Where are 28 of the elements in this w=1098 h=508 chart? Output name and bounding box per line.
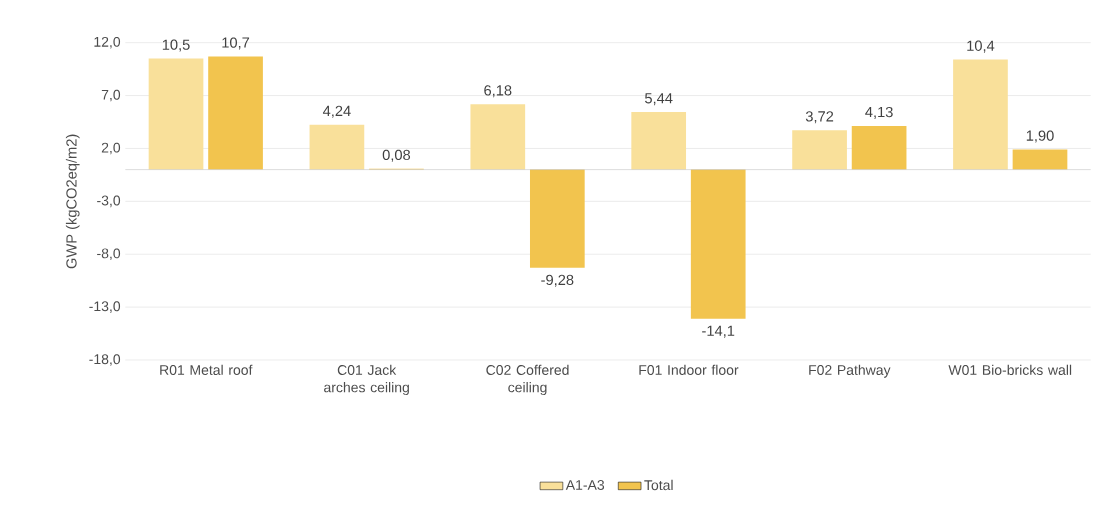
data-label: 10,5: [162, 39, 190, 52]
x-tick-label: R01 Metal roof: [160, 364, 253, 375]
data-label: 0,08: [382, 149, 411, 162]
y-tick-label: -13,0: [89, 301, 121, 313]
y-tick-label: 12,0: [94, 36, 121, 49]
x-tick-label: C01 Jack arches ceiling: [324, 364, 409, 396]
y-tick-label: -3,0: [97, 195, 121, 208]
data-label: 1,90: [1026, 130, 1054, 143]
data-label: -14,1: [702, 325, 735, 338]
x-tick-label: F01 Indoor floor: [639, 364, 739, 375]
x-tick-label: F02 Pathway: [809, 364, 891, 378]
legend-label: A1-A3: [565, 480, 605, 490]
y-tick-label: 2,0: [101, 142, 121, 155]
data-label: -9,28: [541, 274, 574, 287]
x-tick-label: C02 Coffered ceiling: [486, 364, 569, 396]
data-label: 4,24: [322, 105, 351, 118]
data-label: 4,13: [865, 106, 893, 119]
legend-label: Total: [644, 479, 673, 491]
y-tick-label: 7,0: [101, 89, 121, 102]
y-tick-label: -8,0: [97, 248, 121, 261]
data-label: 5,44: [645, 93, 673, 106]
data-label: 10,4: [967, 40, 995, 53]
data-label: 10,7: [222, 37, 250, 50]
data-label: 6,18: [484, 85, 512, 98]
x-tick-label: W01 Bio-bricks wall: [948, 364, 1072, 375]
y-tick-label: -18,0: [89, 354, 121, 366]
y-axis-title: GWP (kgCO2eq/m2): [65, 134, 80, 269]
data-label: 3,72: [805, 111, 834, 124]
